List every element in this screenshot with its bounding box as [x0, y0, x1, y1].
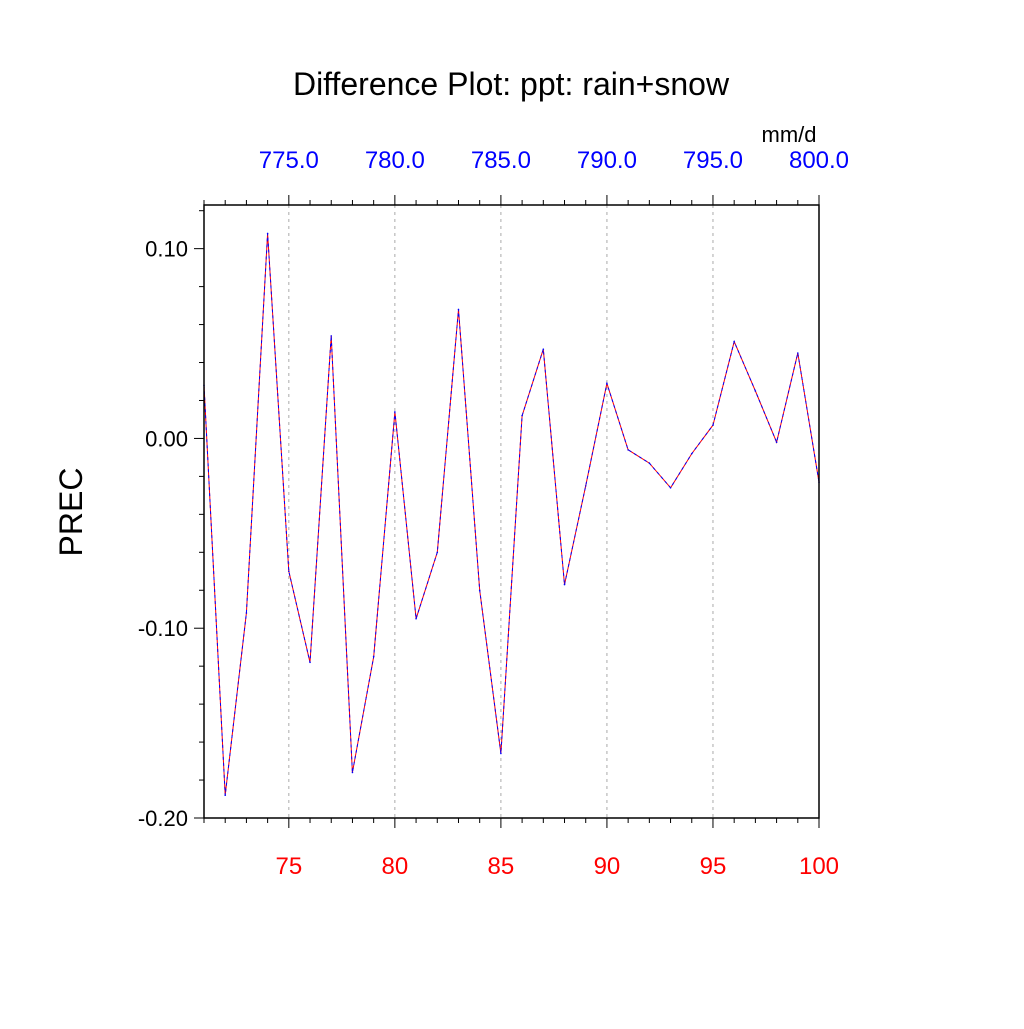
x-tick-label-top: 800.0 [789, 147, 849, 174]
x-tick-label-top: 795.0 [683, 147, 743, 174]
data-point [563, 583, 566, 586]
data-point [415, 617, 417, 620]
data-point [648, 462, 651, 464]
x-tick-label-bottom: 80 [382, 853, 409, 880]
x-tick-label-bottom: 90 [594, 853, 621, 880]
data-point [754, 390, 757, 392]
data-point [669, 486, 672, 489]
data-point [457, 308, 460, 311]
data-point [330, 335, 333, 337]
data-point [288, 570, 290, 573]
x-tick-label-bottom: 75 [275, 853, 302, 880]
data-point [224, 794, 227, 797]
data-point [627, 449, 629, 451]
data-point [584, 485, 587, 487]
x-tick-label-bottom: 100 [799, 853, 839, 880]
data-point [351, 771, 354, 774]
data-point [245, 612, 248, 614]
x-tick-label-top: 780.0 [365, 147, 425, 174]
data-point [436, 551, 439, 554]
data-point [309, 661, 311, 664]
data-point [733, 340, 735, 343]
data-point [712, 424, 714, 426]
ticks [194, 195, 820, 828]
data-point [521, 414, 523, 417]
plot-frame [203, 204, 820, 819]
data-point [606, 382, 608, 385]
series-line-blue [203, 233, 820, 796]
data-point [796, 352, 799, 354]
data-point [478, 589, 481, 592]
x-tick-label-bottom: 85 [488, 853, 515, 880]
x-tick-label-bottom: 95 [700, 853, 727, 880]
units-label: mm/d [762, 122, 817, 147]
x-tick-label-top: 790.0 [577, 147, 637, 174]
y-tick-label: 0.10 [145, 237, 188, 262]
y-tick-label: -0.10 [138, 616, 188, 641]
x-tick-label-top: 775.0 [259, 147, 319, 174]
series-layer [203, 232, 820, 797]
data-point [394, 411, 396, 413]
data-point [542, 348, 545, 351]
y-tick-label: 0.00 [145, 426, 188, 451]
series-line-red [203, 233, 820, 796]
y-axis-label: PREC [53, 468, 89, 557]
data-point [500, 752, 502, 755]
tick-labels: 0.10 0.00 -0.10 -0.20 75 80 85 90 95 100 775.0 780.… [138, 147, 849, 880]
chart-title: Difference Plot: ppt: rain+snow [293, 66, 730, 102]
data-point [690, 452, 693, 455]
data-point [775, 441, 778, 444]
data-point [372, 655, 375, 658]
x-tick-label-top: 785.0 [471, 147, 531, 174]
data-point [266, 232, 269, 235]
grid [288, 205, 714, 818]
y-tick-label: -0.20 [138, 806, 188, 831]
